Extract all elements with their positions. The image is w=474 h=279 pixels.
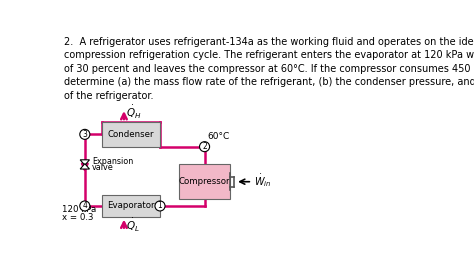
Text: $\dot{Q}_H$: $\dot{Q}_H$ [126, 104, 142, 121]
Text: 2: 2 [202, 142, 207, 151]
Bar [102, 122, 160, 147]
Polygon shape [80, 160, 90, 165]
Text: 120 kPa: 120 kPa [63, 205, 97, 214]
Circle shape [80, 129, 90, 139]
Text: $\dot{Q}_L$: $\dot{Q}_L$ [126, 217, 140, 234]
Text: 2.  A refrigerator uses refrigerant-134a as the working fluid and operates on th: 2. A refrigerator uses refrigerant-134a … [64, 37, 474, 101]
Text: 3: 3 [82, 130, 87, 139]
Circle shape [80, 201, 90, 211]
Bar [179, 164, 230, 199]
Circle shape [200, 142, 210, 152]
Text: x = 0.3: x = 0.3 [63, 213, 94, 222]
Circle shape [155, 201, 165, 211]
Text: Compressor: Compressor [179, 177, 230, 186]
Polygon shape [80, 164, 90, 169]
Text: Condenser: Condenser [108, 130, 154, 139]
Text: 1: 1 [158, 201, 163, 210]
Text: 4: 4 [82, 201, 87, 210]
Text: Evaporator: Evaporator [107, 201, 155, 210]
Text: Expansion: Expansion [92, 157, 133, 166]
Text: valve: valve [92, 163, 114, 172]
Text: 60°C: 60°C [207, 132, 229, 141]
Bar [102, 195, 160, 217]
Text: $\dot{W}_{in}$: $\dot{W}_{in}$ [254, 172, 271, 189]
